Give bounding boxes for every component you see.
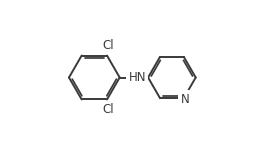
Text: Cl: Cl	[102, 103, 113, 116]
Text: Cl: Cl	[102, 39, 113, 52]
Text: N: N	[181, 93, 190, 106]
Text: HN: HN	[129, 71, 146, 84]
